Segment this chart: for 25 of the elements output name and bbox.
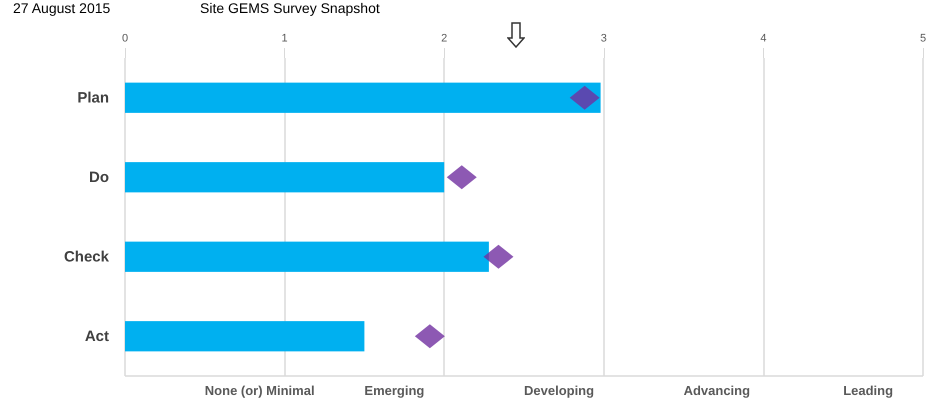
point xyxy=(570,86,600,110)
point xyxy=(414,324,445,348)
text: Advancing xyxy=(684,383,750,398)
text: Emerging xyxy=(364,383,424,398)
chart-title: 27 August 2015 xyxy=(13,0,111,16)
x-tick-label: 4 xyxy=(760,32,766,44)
bar xyxy=(125,82,601,113)
y-tick-label: Do xyxy=(89,168,109,186)
bar xyxy=(125,242,489,272)
bar xyxy=(125,162,444,192)
y-tick-label: Act xyxy=(84,328,110,345)
chart-subtitle: Site GEMS Survey Snapshot xyxy=(200,0,380,16)
text: Developing xyxy=(524,383,594,398)
x-tick-label: 2 xyxy=(441,32,448,44)
x-tick-label: 5 xyxy=(920,32,926,44)
y-tick-label: Plan xyxy=(77,89,109,106)
point xyxy=(446,165,477,190)
x-tick-label: 0 xyxy=(122,32,128,44)
x-tick-label: 3 xyxy=(600,32,607,44)
text: Leading xyxy=(843,383,894,398)
text: None (or) Minimal xyxy=(204,383,315,398)
bar xyxy=(125,321,364,352)
y-tick-label: Check xyxy=(64,248,110,266)
point xyxy=(483,244,514,269)
x-tick-label: 1 xyxy=(282,32,288,44)
